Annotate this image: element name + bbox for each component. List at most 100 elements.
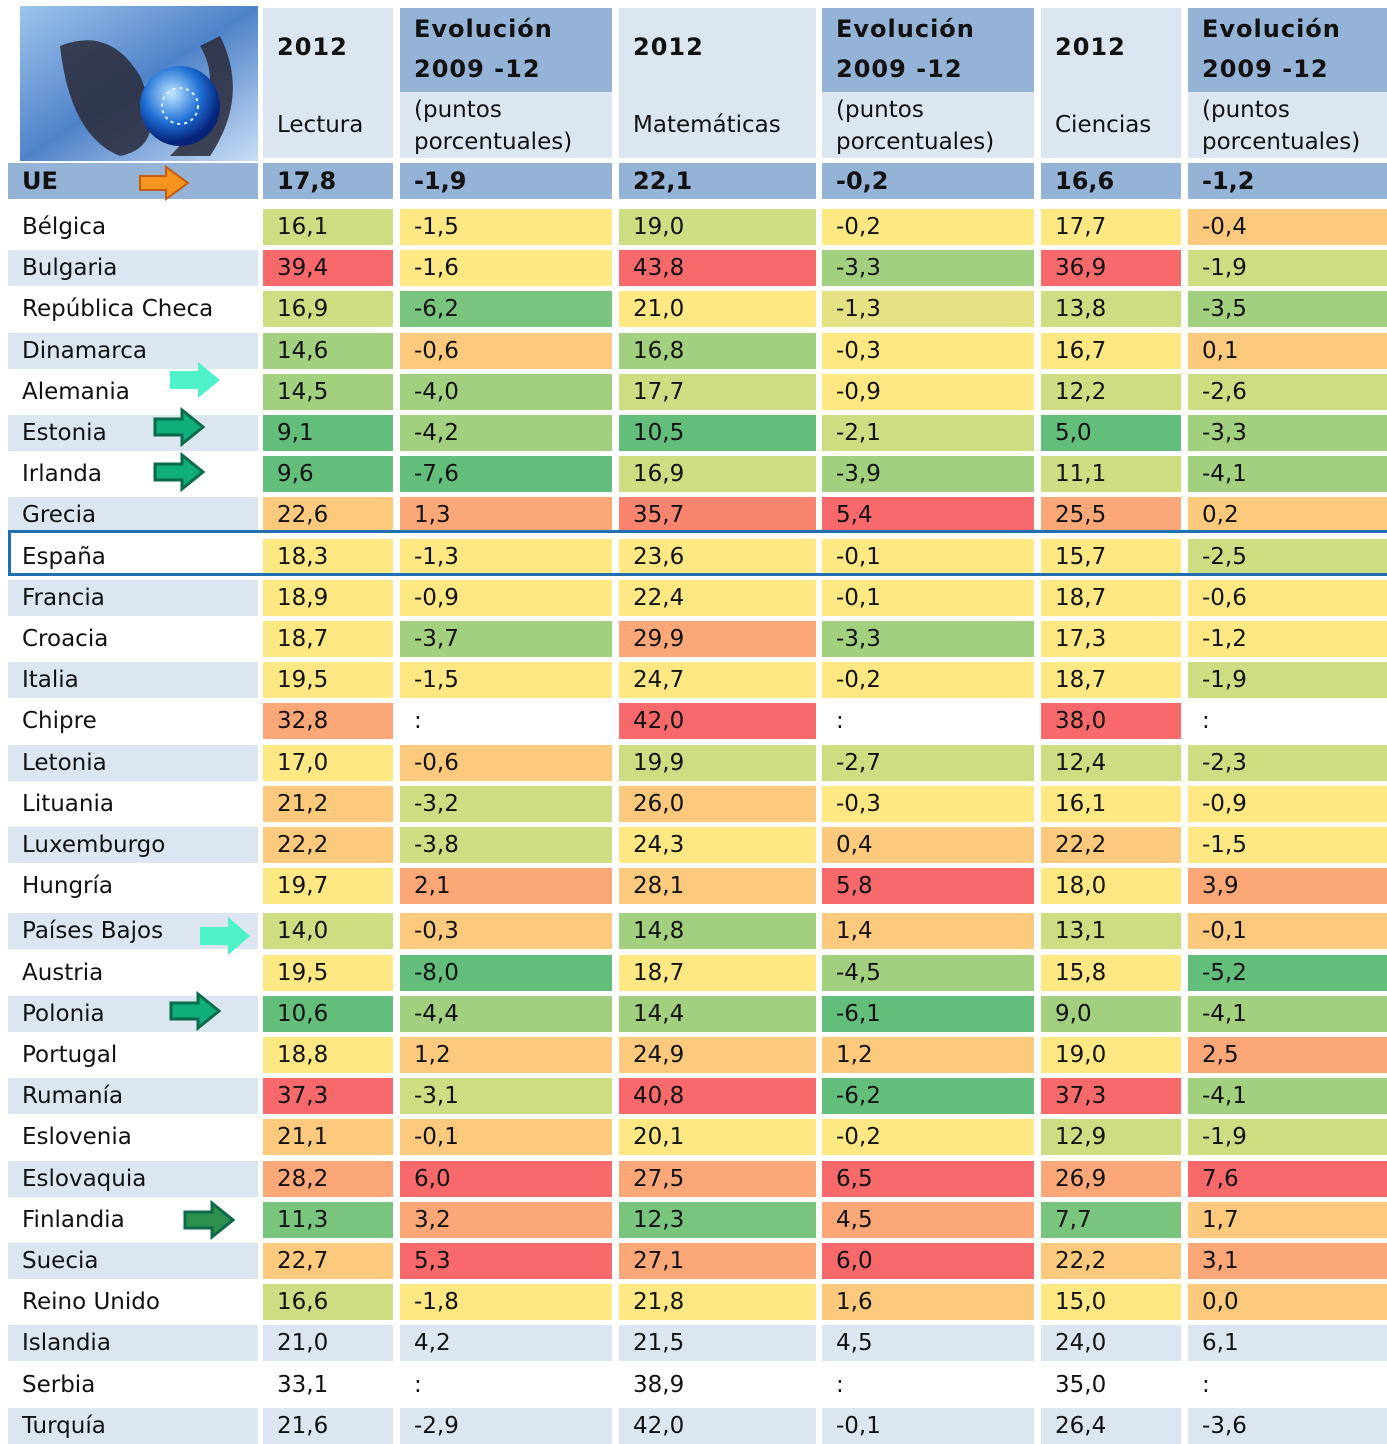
value-cell: 15,8 (1041, 954, 1181, 991)
value-cell: 37,3 (1041, 1078, 1181, 1115)
value-cell: : (1188, 703, 1387, 740)
value-cell: -0,9 (400, 579, 612, 616)
value-cell: 12,4 (1041, 744, 1181, 781)
value-cell: 1,4 (822, 913, 1034, 950)
value-cell: 22,2 (1041, 827, 1181, 863)
country: Italia (8, 662, 258, 699)
header-cell (1041, 8, 1181, 158)
value-cell: -4,0 (400, 373, 612, 410)
value-cell: 21,6 (263, 1407, 393, 1444)
value-cell: 18,7 (1041, 662, 1181, 699)
value-cell: -0,1 (822, 538, 1034, 575)
value-cell: -1,8 (400, 1284, 612, 1321)
value-cell: -6,1 (822, 995, 1034, 1032)
header-cell (822, 8, 1034, 92)
value-cell: -3,2 (400, 785, 612, 822)
value-cell: -0,6 (400, 744, 612, 781)
value-cell: 19,0 (619, 209, 816, 245)
value-cell: 21,5 (619, 1325, 816, 1362)
value-cell: 3,2 (400, 1201, 612, 1238)
value-cell: -6,2 (822, 1078, 1034, 1115)
value-cell: 1,2 (400, 1037, 612, 1073)
value-cell: 10,6 (263, 995, 393, 1032)
value-cell: -2,1 (822, 415, 1034, 451)
eu-cell: -1,2 (1188, 163, 1387, 199)
country: Dinamarca (8, 332, 258, 369)
value-cell: 16,1 (263, 209, 393, 245)
value-cell: 9,6 (263, 456, 393, 493)
value-cell: -4,1 (1188, 456, 1387, 493)
value-cell: 7,6 (1188, 1160, 1387, 1197)
value-cell: 16,9 (619, 456, 816, 493)
value-cell: -1,9 (1188, 662, 1387, 699)
value-cell: 1,7 (1188, 1201, 1387, 1238)
value-cell: -1,2 (1188, 621, 1387, 657)
header-cell (619, 8, 816, 158)
value-cell: -3,5 (1188, 291, 1387, 328)
value-cell: 14,0 (263, 913, 393, 950)
value-cell: 4,5 (822, 1325, 1034, 1362)
value-cell: 6,1 (1188, 1325, 1387, 1362)
value-cell: 4,5 (822, 1201, 1034, 1238)
value-cell: -3,8 (400, 827, 612, 863)
value-cell: 19,9 (619, 744, 816, 781)
value-cell: 21,1 (263, 1119, 393, 1156)
value-cell: 24,0 (1041, 1325, 1181, 1362)
country: Islandia (8, 1325, 258, 1362)
value-cell: : (400, 1366, 612, 1403)
value-cell: 3,1 (1188, 1243, 1387, 1279)
eu-cell: 17,8 (263, 163, 393, 199)
eu-label: UE (8, 163, 258, 199)
arrow-green (153, 452, 206, 492)
header-image (20, 6, 258, 161)
header-unit: (puntos porcentuales) (1202, 97, 1361, 155)
value-cell: -1,9 (1188, 250, 1387, 287)
value-cell: 26,0 (619, 785, 816, 822)
value-cell: 24,3 (619, 827, 816, 863)
value-cell: 18,7 (619, 954, 816, 991)
country: Lituania (8, 785, 258, 822)
value-cell: 22,2 (263, 827, 393, 863)
header-unit: (puntos porcentuales) (414, 97, 573, 155)
value-cell: 22,2 (1041, 1243, 1181, 1279)
value-cell: 21,2 (263, 785, 393, 822)
arrow-green (153, 407, 206, 447)
value-cell: 11,3 (263, 1201, 393, 1238)
value-cell: 42,0 (619, 1407, 816, 1444)
value-cell: 29,9 (619, 621, 816, 657)
value-cell: 25,5 (1041, 497, 1181, 534)
value-cell: 0,4 (822, 827, 1034, 863)
header-year: 2012 (633, 33, 704, 61)
value-cell: -1,3 (400, 538, 612, 575)
arrow-cyan (170, 362, 220, 398)
value-cell: -8,0 (400, 954, 612, 991)
header-label: Ciencias (1055, 112, 1152, 138)
value-cell: : (1188, 1366, 1387, 1403)
value-cell: 7,7 (1041, 1201, 1181, 1238)
value-cell: 16,8 (619, 332, 816, 369)
value-cell: -0,9 (1188, 785, 1387, 822)
value-cell: 3,9 (1188, 868, 1387, 905)
value-cell: -3,9 (822, 456, 1034, 493)
value-cell: 1,2 (822, 1037, 1034, 1073)
value-cell: 2,5 (1188, 1037, 1387, 1073)
value-cell: -0,1 (400, 1119, 612, 1156)
country: Serbia (8, 1366, 258, 1403)
value-cell: -4,1 (1188, 995, 1387, 1032)
value-cell: 28,1 (619, 868, 816, 905)
header-cell (263, 8, 393, 158)
value-cell: -1,5 (400, 209, 612, 245)
value-cell: -3,3 (1188, 415, 1387, 451)
header-cell (400, 92, 612, 158)
value-cell: 5,3 (400, 1243, 612, 1279)
arrow-green (183, 1200, 236, 1240)
value-cell: 6,0 (400, 1160, 612, 1197)
value-cell: -0,1 (822, 579, 1034, 616)
header-cell (1188, 8, 1387, 92)
value-cell: 1,6 (822, 1284, 1034, 1321)
value-cell: -3,3 (822, 621, 1034, 657)
arrow-green (169, 991, 222, 1031)
value-cell: 42,0 (619, 703, 816, 740)
value-cell: 14,8 (619, 913, 816, 950)
country: Suecia (8, 1243, 258, 1279)
